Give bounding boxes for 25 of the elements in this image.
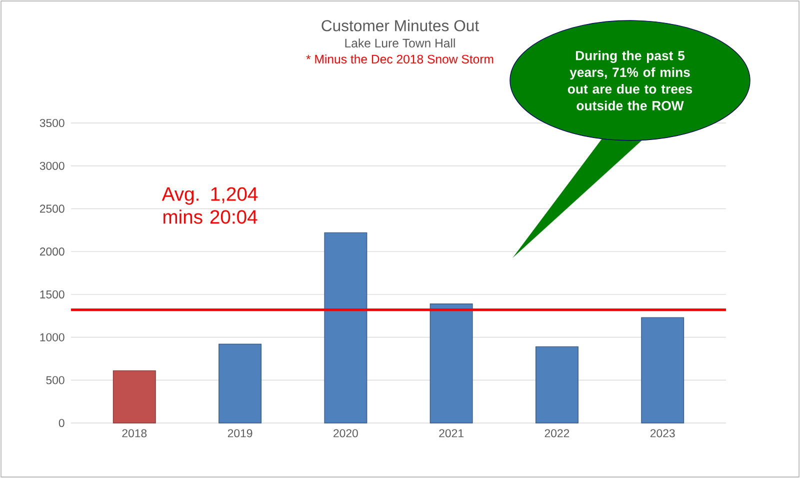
annotation: Avg. 1,204 mins 20:04 xyxy=(162,187,258,224)
y-tick-label: 2000 xyxy=(40,248,64,256)
x-tick-label: 2020 xyxy=(334,429,358,438)
bar xyxy=(641,317,684,424)
x-tick-label: 2022 xyxy=(544,429,570,438)
x-tick-label: 2018 xyxy=(122,429,147,438)
y-tick-label: 2500 xyxy=(40,204,64,213)
text: * Minus the Dec 2018 Snow Storm xyxy=(306,54,494,64)
y-tick-label: 3500 xyxy=(40,118,64,128)
y-tick-label: 500 xyxy=(46,376,64,384)
chart-subtitle: Lake Lure Town Hall xyxy=(345,38,455,48)
y-tick-label: 1000 xyxy=(40,333,64,342)
y-tick-label: 0 xyxy=(58,418,64,428)
bar xyxy=(218,344,262,424)
bar xyxy=(112,370,156,424)
y-tick-label: 1500 xyxy=(40,290,64,298)
bar xyxy=(324,232,368,424)
y-tick-label: 3000 xyxy=(40,162,64,170)
text: During the past 5 years, 71% of mins out are due to trees outside the ROW xyxy=(568,50,692,110)
chart-title: Customer Minutes Out xyxy=(322,20,479,32)
x-tick-label: 2023 xyxy=(650,429,675,438)
bar xyxy=(430,303,473,424)
x-tick-label: 2021 xyxy=(439,429,464,438)
x-tick-label: 2019 xyxy=(228,429,252,438)
bar xyxy=(535,346,578,424)
